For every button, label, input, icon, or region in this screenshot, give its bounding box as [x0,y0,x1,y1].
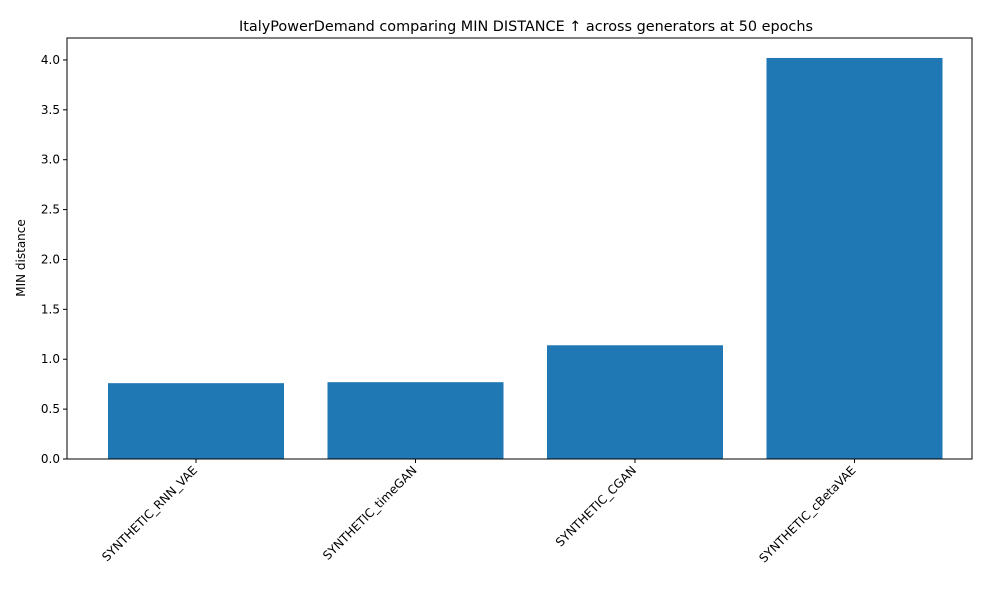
bar-synthetic-cbetavae [766,57,943,459]
y-tick-label: 1.5 [41,302,60,316]
x-tick-label: SYNTHETIC_cBetaVAE [756,463,858,565]
x-tick-label: SYNTHETIC_CGAN [553,463,639,549]
y-axis-ticks: 0.0 0.5 1.0 1.5 2.0 2.5 3.0 3.5 4.0 [41,53,67,466]
y-tick-label: 2.0 [41,252,60,266]
y-tick-label: 0.0 [41,452,60,466]
x-axis-ticks: SYNTHETIC_RNN_VAE SYNTHETIC_timeGAN SYNTHE… [99,459,859,565]
y-tick-label: 3.5 [41,103,60,117]
chart-title: ItalyPowerDemand comparing MIN DISTANCE … [239,19,813,35]
x-tick-label: SYNTHETIC_timeGAN [320,463,419,562]
y-tick-label: 0.5 [41,402,60,416]
y-tick-label: 4.0 [41,53,60,67]
y-tick-label: 3.0 [41,153,60,167]
plot-area-frame [66,37,973,460]
x-tick-label: SYNTHETIC_RNN_VAE [99,463,200,564]
y-tick-label: 1.0 [41,352,60,366]
y-axis-title: MIN distance [14,219,28,297]
bar-synthetic-rnn-vae [108,383,284,459]
y-tick-label: 2.5 [41,203,60,217]
bars-group [108,57,943,459]
bar-synthetic-timegan [327,382,504,459]
bar-synthetic-cgan [547,345,723,459]
